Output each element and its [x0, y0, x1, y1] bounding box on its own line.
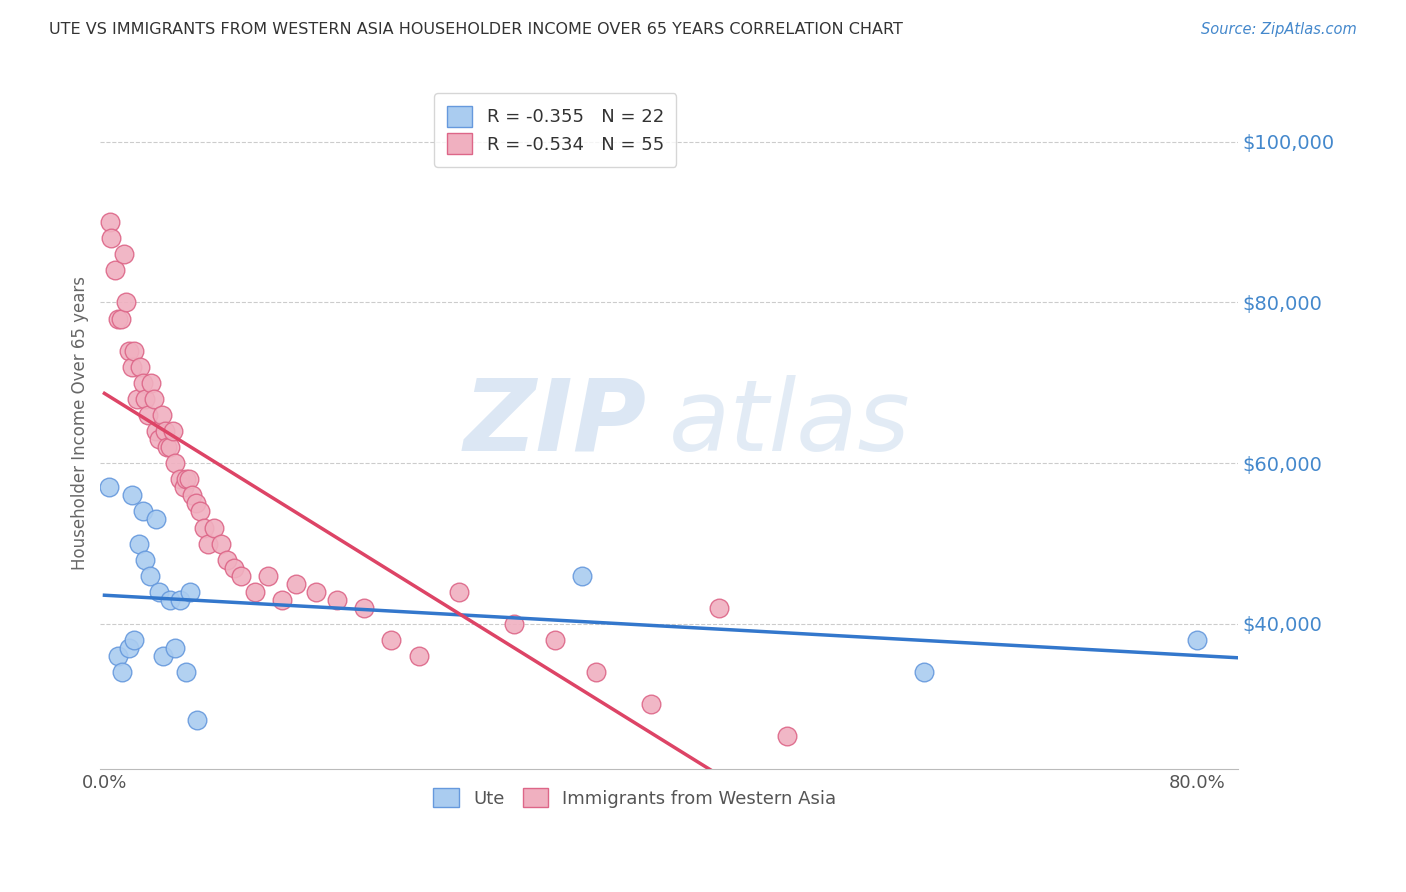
- Point: [115, 295, 138, 310]
- Point: [152, 649, 174, 664]
- Point: [142, 392, 165, 406]
- Point: [325, 592, 347, 607]
- Point: [162, 424, 184, 438]
- Point: [197, 536, 219, 550]
- Point: [169, 592, 191, 607]
- Point: [124, 343, 146, 358]
- Point: [243, 584, 266, 599]
- Point: [112, 247, 135, 261]
- Point: [177, 472, 200, 486]
- Point: [145, 512, 167, 526]
- Point: [585, 665, 607, 680]
- Point: [1185, 633, 1208, 648]
- Point: [127, 392, 149, 406]
- Y-axis label: Householder Income Over 65 years: Householder Income Over 65 years: [72, 276, 89, 570]
- Point: [408, 649, 430, 664]
- Point: [173, 480, 195, 494]
- Point: [145, 424, 167, 438]
- Point: [159, 592, 181, 607]
- Point: [224, 560, 246, 574]
- Point: [129, 359, 152, 374]
- Point: [169, 472, 191, 486]
- Point: [124, 633, 146, 648]
- Point: [202, 520, 225, 534]
- Point: [104, 263, 127, 277]
- Point: [134, 552, 156, 566]
- Point: [180, 488, 202, 502]
- Point: [305, 584, 328, 599]
- Point: [110, 311, 132, 326]
- Point: [257, 568, 280, 582]
- Point: [193, 520, 215, 534]
- Point: [156, 440, 179, 454]
- Point: [176, 472, 198, 486]
- Point: [128, 536, 150, 550]
- Point: [131, 504, 153, 518]
- Point: [148, 584, 170, 599]
- Point: [111, 665, 134, 680]
- Point: [148, 432, 170, 446]
- Point: [380, 633, 402, 648]
- Point: [131, 376, 153, 390]
- Point: [118, 641, 141, 656]
- Point: [186, 714, 208, 728]
- Point: [271, 592, 294, 607]
- Text: ZIP: ZIP: [464, 375, 647, 472]
- Point: [284, 576, 307, 591]
- Point: [179, 584, 201, 599]
- Point: [229, 568, 252, 582]
- Legend: Ute, Immigrants from Western Asia: Ute, Immigrants from Western Asia: [426, 781, 844, 815]
- Point: [98, 215, 121, 229]
- Point: [707, 600, 730, 615]
- Point: [150, 408, 173, 422]
- Point: [209, 536, 232, 550]
- Point: [184, 496, 207, 510]
- Point: [503, 617, 526, 632]
- Point: [97, 480, 120, 494]
- Point: [153, 424, 176, 438]
- Point: [544, 633, 567, 648]
- Text: Source: ZipAtlas.com: Source: ZipAtlas.com: [1201, 22, 1357, 37]
- Point: [571, 568, 593, 582]
- Point: [188, 504, 211, 518]
- Point: [121, 488, 143, 502]
- Text: atlas: atlas: [669, 375, 911, 472]
- Point: [107, 311, 129, 326]
- Point: [107, 649, 129, 664]
- Point: [353, 600, 375, 615]
- Point: [121, 359, 143, 374]
- Point: [176, 665, 198, 680]
- Point: [449, 584, 471, 599]
- Point: [136, 408, 159, 422]
- Point: [165, 456, 187, 470]
- Point: [134, 392, 156, 406]
- Point: [912, 665, 935, 680]
- Point: [217, 552, 239, 566]
- Point: [139, 376, 162, 390]
- Point: [100, 231, 122, 245]
- Point: [776, 730, 799, 744]
- Point: [165, 641, 187, 656]
- Point: [640, 698, 662, 712]
- Point: [138, 568, 160, 582]
- Point: [159, 440, 181, 454]
- Text: UTE VS IMMIGRANTS FROM WESTERN ASIA HOUSEHOLDER INCOME OVER 65 YEARS CORRELATION: UTE VS IMMIGRANTS FROM WESTERN ASIA HOUS…: [49, 22, 903, 37]
- Point: [118, 343, 141, 358]
